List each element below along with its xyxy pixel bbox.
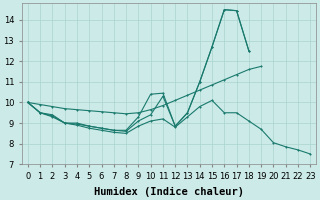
X-axis label: Humidex (Indice chaleur): Humidex (Indice chaleur) [94,186,244,197]
